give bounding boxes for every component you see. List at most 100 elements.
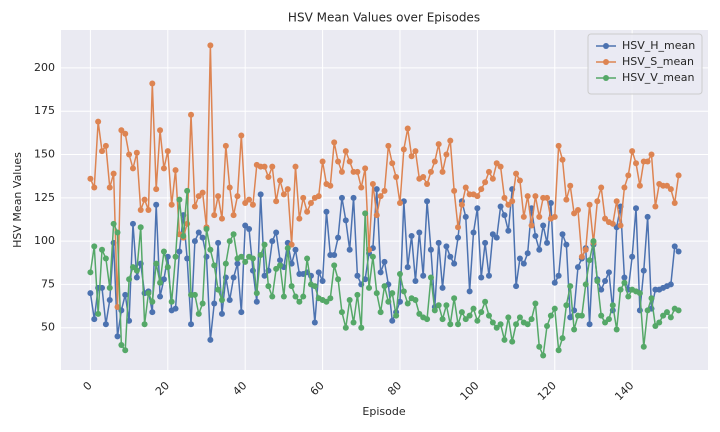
- data-point: [559, 156, 566, 163]
- data-point: [667, 281, 674, 288]
- data-point: [106, 284, 113, 291]
- data-point: [133, 274, 140, 281]
- data-point: [304, 208, 311, 215]
- data-point: [617, 286, 624, 293]
- data-point: [571, 326, 578, 333]
- data-point: [160, 165, 167, 172]
- data-point: [385, 298, 392, 305]
- data-point: [168, 298, 175, 305]
- data-point: [420, 272, 427, 279]
- data-point: [513, 170, 520, 177]
- x-tick-label: 120: [535, 379, 559, 403]
- data-point: [238, 132, 245, 139]
- data-point: [462, 213, 469, 220]
- data-point: [520, 260, 527, 267]
- data-point: [249, 255, 256, 262]
- data-point: [226, 297, 233, 304]
- data-point: [443, 302, 450, 309]
- data-point: [195, 229, 202, 236]
- data-point: [466, 288, 473, 295]
- data-point: [354, 168, 361, 175]
- data-point: [435, 239, 442, 246]
- data-point: [424, 316, 431, 323]
- data-point: [633, 205, 640, 212]
- data-point: [532, 300, 539, 307]
- data-point: [586, 257, 593, 264]
- data-point: [354, 272, 361, 279]
- data-point: [470, 229, 477, 236]
- data-point: [126, 151, 133, 158]
- data-point: [191, 203, 198, 210]
- data-point: [644, 158, 651, 165]
- data-point: [621, 184, 628, 191]
- data-point: [207, 42, 214, 49]
- data-point: [153, 260, 160, 267]
- data-point: [489, 175, 496, 182]
- data-point: [513, 321, 520, 328]
- data-point: [95, 118, 102, 125]
- data-point: [110, 220, 117, 227]
- data-point: [300, 194, 307, 201]
- data-point: [311, 283, 318, 290]
- data-point: [366, 284, 373, 291]
- data-point: [230, 212, 237, 219]
- data-point: [629, 148, 636, 155]
- data-point: [416, 229, 423, 236]
- data-point: [226, 238, 233, 245]
- data-point: [443, 151, 450, 158]
- x-tick-label: 40: [230, 379, 249, 398]
- data-point: [195, 193, 202, 200]
- data-point: [451, 295, 458, 302]
- data-point: [288, 241, 295, 248]
- data-point: [404, 264, 411, 271]
- data-point: [412, 297, 419, 304]
- data-point: [667, 186, 674, 193]
- data-point: [571, 210, 578, 217]
- data-point: [261, 163, 268, 170]
- data-point: [311, 319, 318, 326]
- data-point: [404, 300, 411, 307]
- data-point: [199, 300, 206, 307]
- data-point: [497, 203, 504, 210]
- data-point: [675, 307, 682, 314]
- data-point: [164, 148, 171, 155]
- data-point: [106, 184, 113, 191]
- legend-box: [587, 33, 703, 95]
- data-point: [288, 283, 295, 290]
- data-point: [509, 338, 516, 345]
- data-point: [346, 246, 353, 253]
- data-point: [435, 302, 442, 309]
- data-point: [191, 238, 198, 245]
- data-point: [555, 272, 562, 279]
- data-point: [621, 279, 628, 286]
- data-point: [230, 274, 237, 281]
- legend-marker: [603, 59, 609, 65]
- data-point: [648, 151, 655, 158]
- data-point: [87, 269, 94, 276]
- data-point: [350, 319, 357, 326]
- data-point: [207, 336, 214, 343]
- data-point: [427, 274, 434, 281]
- data-point: [327, 182, 334, 189]
- data-point: [447, 321, 454, 328]
- data-point: [323, 298, 330, 305]
- data-point: [551, 279, 558, 286]
- legend-label: HSV_V_mean: [622, 71, 695, 84]
- data-point: [253, 290, 260, 297]
- data-point: [327, 295, 334, 302]
- data-point: [451, 260, 458, 267]
- data-point: [567, 182, 574, 189]
- data-point: [385, 142, 392, 149]
- data-point: [652, 203, 659, 210]
- data-point: [358, 324, 365, 331]
- data-point: [458, 201, 465, 208]
- data-point: [230, 231, 237, 238]
- data-point: [238, 253, 245, 260]
- data-point: [532, 232, 539, 239]
- data-point: [474, 317, 481, 324]
- data-point: [284, 245, 291, 252]
- data-point: [466, 312, 473, 319]
- data-point: [400, 146, 407, 153]
- data-point: [478, 186, 485, 193]
- data-point: [478, 274, 485, 281]
